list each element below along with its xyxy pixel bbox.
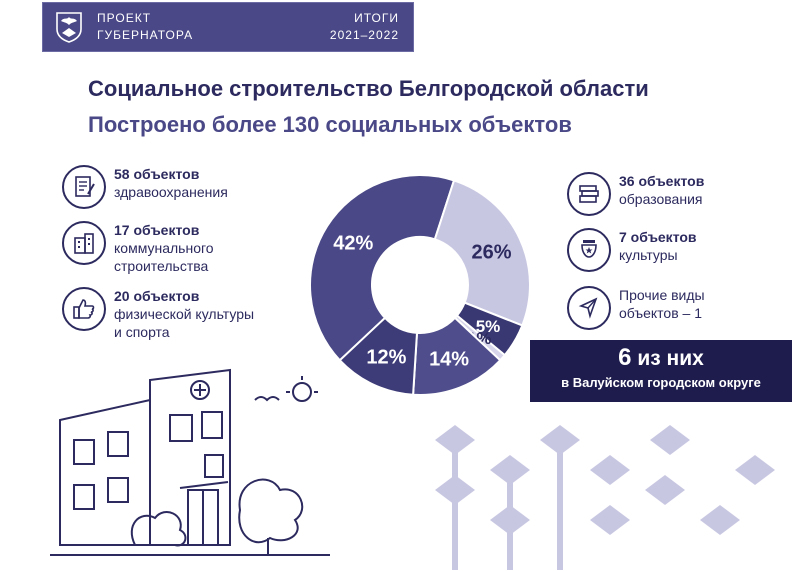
stat-desc: строительства — [114, 258, 209, 274]
page-subtitle: Построено более 130 социальных объектов — [88, 112, 572, 137]
stat-count: 36 объектов — [619, 173, 705, 189]
donut-label-0: 42% — [333, 233, 373, 255]
results-line2: 2021–2022 — [329, 28, 399, 42]
valuyki-callout: 6 из них в Валуйском городском округе — [530, 340, 792, 402]
donut-slice-5 — [338, 316, 419, 396]
thumbs-up-icon — [62, 287, 106, 331]
callout-number: 6 — [618, 344, 632, 371]
callout-line2: в Валуйском городском округе — [561, 375, 761, 390]
stat-count: 20 объектов — [114, 288, 200, 304]
project-line2: ГУБЕРНАТОРА — [97, 28, 194, 42]
stat-item-culture: 7 объектов культуры — [567, 228, 697, 272]
stat-item-communal: 17 объектов коммунального строительства — [62, 221, 214, 275]
results-line1: ИТОГИ — [354, 11, 399, 25]
donut-slice-0 — [309, 174, 456, 362]
stat-count: 58 объектов — [114, 166, 200, 182]
stat-desc: образования — [619, 191, 703, 207]
results-label: ИТОГИ 2021–2022 — [330, 10, 399, 44]
stat-desc: объектов – 1 — [619, 305, 702, 321]
page-title: Социальное строительство Белгородской об… — [88, 76, 649, 101]
donut-chart: 42% 26%5%1%14%12% — [309, 174, 531, 396]
building-icon — [62, 221, 106, 265]
stat-desc: коммунального — [114, 240, 214, 256]
donut-slice-1 — [433, 179, 531, 327]
theater-icon — [567, 228, 611, 272]
decorative-pattern — [435, 425, 775, 570]
project-line1: ПРОЕКТ — [97, 11, 152, 25]
stat-count: 7 объектов — [619, 229, 697, 245]
stat-desc: и спорта — [114, 324, 170, 340]
donut-label-4: 14% — [429, 348, 469, 370]
stat-desc: культуры — [619, 247, 678, 263]
stat-item-healthcare: 58 объектов здравоохранения — [62, 165, 228, 209]
callout-line1: из них — [631, 347, 704, 370]
header-banner: ПРОЕКТ ГУБЕРНАТОРА ИТОГИ 2021–2022 — [42, 2, 414, 52]
stat-item-sport: 20 объектов физической культуры и спорта — [62, 287, 254, 341]
stat-count: Прочие виды — [619, 287, 705, 303]
books-icon — [567, 172, 611, 216]
stat-count: 17 объектов — [114, 222, 200, 238]
stat-item-other: Прочие виды объектов – 1 — [567, 286, 705, 330]
stat-desc: здравоохранения — [114, 184, 228, 200]
stat-desc: физической культуры — [114, 306, 255, 322]
donut-label-2: 5% — [476, 317, 501, 336]
cursor-icon — [567, 286, 611, 330]
document-icon — [62, 165, 106, 209]
stat-item-education: 36 объектов образования — [567, 172, 704, 216]
building-illustration — [50, 368, 330, 556]
donut-label-5: 12% — [366, 346, 406, 368]
coat-of-arms-icon — [56, 12, 82, 43]
donut-label-1: 26% — [471, 241, 511, 263]
project-label: ПРОЕКТ ГУБЕРНАТОРА — [97, 10, 193, 44]
